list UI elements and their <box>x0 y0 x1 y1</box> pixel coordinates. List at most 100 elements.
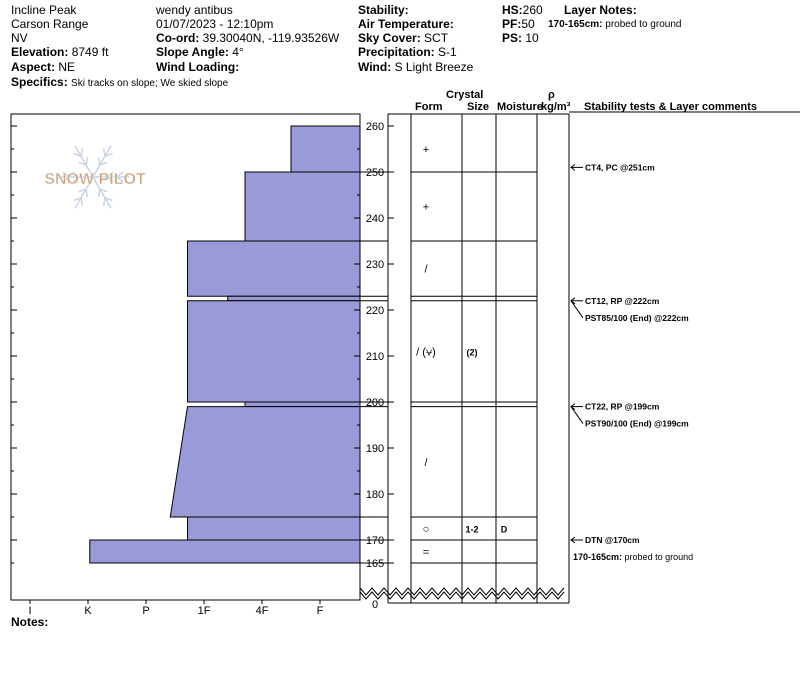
form-header: Form <box>415 101 443 113</box>
hardness-bar <box>187 300 361 403</box>
precipitation: Precipitation: S-1 <box>358 45 457 59</box>
hardness-bar <box>89 539 361 564</box>
snowflake-branch <box>116 176 124 183</box>
snowflake-arm <box>92 145 112 178</box>
wind-loading: Wind Loading: <box>156 60 240 74</box>
elevation: Elevation: 8749 ft <box>11 45 109 59</box>
snowflake-branch <box>106 176 114 183</box>
height-label: 170 <box>366 535 384 547</box>
snow-height: HS:260 <box>502 3 543 17</box>
snowflake-branch <box>97 188 101 198</box>
observer: wendy antibus <box>156 3 233 17</box>
sky-cover: Sky Cover: SCT <box>358 31 449 45</box>
layer-comment: 170-165cm: probed to ground <box>573 552 693 562</box>
snowflake-branch <box>62 171 70 178</box>
snowpilot-logo: SNOW PILOT <box>44 145 146 209</box>
slope-angle: Slope Angle: 4° <box>156 45 244 59</box>
test-arrowhead <box>570 536 576 544</box>
comments-header: Stability tests & Layer comments <box>584 101 758 113</box>
height-label: 230 <box>366 259 384 271</box>
datetime: 01/07/2023 - 12:10pm <box>156 17 274 31</box>
snowflake-branch <box>73 152 82 157</box>
height-label: 250 <box>366 167 384 179</box>
height-label: 200 <box>366 397 384 409</box>
crystal-size: 1-2 <box>465 525 478 535</box>
snowflake-branch <box>102 148 106 157</box>
snowflake-arm <box>74 176 94 209</box>
snowflake-branch <box>73 197 82 202</box>
height-label: 180 <box>366 489 384 501</box>
snowflake-branch <box>102 197 106 206</box>
hardness-bar <box>290 125 361 173</box>
hardness-label: K <box>84 605 92 617</box>
crystal-size: (2) <box>467 347 478 357</box>
snowflake-branch <box>80 148 84 157</box>
height-label: 260 <box>366 121 384 133</box>
hardness-plot-frame <box>10 113 361 601</box>
density-unit: kg/m³ <box>541 101 571 113</box>
hardness-label: 4F <box>256 605 269 617</box>
hardness-bar <box>187 516 361 541</box>
size-header: Size <box>467 101 490 113</box>
snowflake-branch <box>104 197 113 202</box>
ground-break-line <box>359 587 565 596</box>
snowflake-branch <box>72 176 80 183</box>
test-label: CT12, RP @222cm <box>585 296 660 306</box>
crystal-form: / (⩝) <box>416 346 436 358</box>
range: Carson Range <box>11 17 89 31</box>
test-label: PST90/100 (End) @199cm <box>585 419 689 429</box>
location: Incline Peak <box>11 3 77 17</box>
aspect: Aspect: NE <box>11 60 76 74</box>
hardness-label: F <box>317 605 324 617</box>
snowflake-branch <box>78 188 87 193</box>
snowflake-branch <box>116 171 124 178</box>
hardness-bar <box>169 406 361 518</box>
snowflake-branch <box>78 161 87 166</box>
coordinates: Co-ord: 39.30040N, -119.93526W <box>156 31 340 45</box>
test-arrow <box>570 406 584 424</box>
hardness-label: I <box>28 605 31 617</box>
hardness-bar <box>227 295 361 302</box>
crystal-moisture: D <box>501 525 508 535</box>
height-label: 165 <box>366 558 384 570</box>
test-arrowhead <box>570 163 576 171</box>
foot-penetration: PF:50 <box>502 17 535 31</box>
hardness-label: P <box>142 605 149 617</box>
height-label: 190 <box>366 443 384 455</box>
layer-notes-title: Layer Notes: <box>564 3 637 17</box>
ground-break-line <box>359 591 565 600</box>
snowflake-branch <box>99 188 108 193</box>
crystal-header: Crystal <box>446 89 484 101</box>
snowflake-branch <box>104 152 113 157</box>
moisture-header: Moisture <box>497 101 543 113</box>
snowflake-branch <box>85 188 89 198</box>
snowflake-arm <box>92 176 112 209</box>
test-label: DTN @170cm <box>585 535 640 545</box>
height-label: 210 <box>366 351 384 363</box>
crystal-form: ○ <box>423 524 430 536</box>
test-label: CT4, PC @251cm <box>585 162 655 172</box>
snowflake-branch <box>72 171 80 178</box>
test-label: PST85/100 (End) @222cm <box>585 313 689 323</box>
hardness-label: 1F <box>198 605 211 617</box>
hardness-bar <box>244 401 361 408</box>
snowflake-branch <box>106 171 114 178</box>
crystal-form: = <box>423 547 429 559</box>
snowflake-branch <box>97 156 101 166</box>
layer-comment-range: 170-165cm: <box>573 552 625 562</box>
crystal-form: / <box>424 264 428 276</box>
height-label: 220 <box>366 305 384 317</box>
hardness-bar <box>244 171 361 242</box>
test-arrow <box>570 300 584 319</box>
snowflake-branch <box>85 156 89 166</box>
height-label: 0 <box>372 599 378 611</box>
crystal-form: + <box>423 144 429 156</box>
stability: Stability: <box>358 3 409 17</box>
air-temperature: Air Temperature: <box>358 17 454 31</box>
svg-text:SNOW PILOT: SNOW PILOT <box>44 171 146 188</box>
crystal-form: / <box>424 457 428 469</box>
layer-comment-text: probed to ground <box>625 552 694 562</box>
notes-label: Notes: <box>11 615 49 629</box>
ski-penetration: PS: 10 <box>502 31 539 45</box>
